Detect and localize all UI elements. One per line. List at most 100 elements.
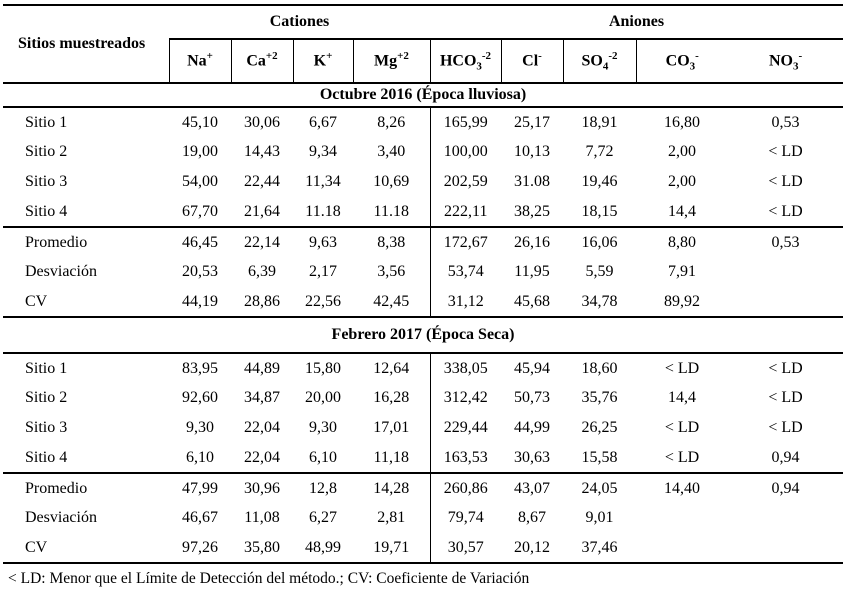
data-cell: 11,34 (305, 173, 341, 190)
table-row: Promedio 47,99 30,96 12,8 14,28 260,86 4… (3, 472, 844, 503)
table-row: Sitio 1 83,95 44,89 15,80 12,64 338,05 4… (3, 353, 843, 383)
row-label: Sitio 1 (25, 113, 68, 131)
data-cell: 54,00 (182, 173, 218, 190)
data-cell: 44,99 (514, 419, 550, 436)
data-cell: 165,99 (429, 107, 501, 137)
table-row: Promedio 46,45 22,14 9,63 8,38 172,67 26… (3, 226, 844, 257)
data-cell: 47,99 (169, 472, 231, 503)
data-cell: 50,73 (514, 389, 550, 406)
data-cell (636, 503, 728, 533)
data-cell: 26,16 (501, 226, 563, 257)
data-cell: 12,64 (373, 359, 410, 377)
data-cell: 30,63 (514, 448, 550, 466)
data-cell: 6,10 (309, 448, 337, 466)
table-row: CV 44,19 28,86 22,56 42,45 31,12 45,68 3… (3, 287, 843, 317)
data-cell: 0,94 (728, 472, 844, 503)
data-cell: 6,10 (186, 448, 214, 466)
data-cell: 9,01 (585, 509, 614, 526)
row-label: Promedio (3, 226, 169, 257)
data-cell: 30,06 (244, 113, 280, 131)
data-cell: 0,94 (771, 448, 800, 466)
row-label: Sitio 2 (25, 143, 68, 160)
data-cell: < LD (768, 202, 803, 220)
data-cell: 8,67 (518, 509, 546, 526)
table-row: Sitio 1 45,10 30,06 6,67 8,26 165,99 25,… (3, 107, 843, 137)
data-cell: 9,34 (309, 143, 337, 160)
data-cell: 31,12 (429, 287, 501, 317)
data-cell: 46,67 (182, 509, 218, 526)
table-row: Sitio 2 19,00 14,43 9,34 3,40 100,00 10,… (3, 137, 843, 167)
table-row: Desviación 46,67 11,08 6,27 2,81 79,74 8… (3, 503, 843, 533)
data-cell: 14,40 (636, 472, 728, 503)
row-label: Sitio 1 (25, 359, 68, 377)
data-cell: 6,27 (309, 509, 337, 526)
data-cell: 92,60 (182, 389, 218, 406)
data-cell: 45,68 (514, 292, 550, 310)
group-header-row: Sitios muestreados Cationes Aniones (3, 5, 844, 52)
data-cell: 6,67 (309, 113, 337, 131)
table-row: Sitio 4 6,10 22,04 6,10 11,18 163,53 30,… (3, 443, 843, 473)
data-cell: 15,80 (305, 359, 341, 377)
data-cell: 11,18 (373, 448, 409, 466)
col-header-k: K+ (293, 39, 354, 83)
data-cell: 22,56 (305, 292, 341, 310)
col-header-ca: Ca+2 (231, 39, 294, 83)
data-cell: 48,99 (305, 538, 341, 556)
data-cell: 10,13 (514, 143, 550, 160)
data-cell: 30,96 (231, 472, 293, 503)
section-title-octubre: Octubre 2016 (Época lluviosa) (3, 82, 844, 108)
row-label: Sitio 4 (25, 448, 68, 466)
row-label: Promedio (3, 472, 169, 503)
data-cell: 89,92 (664, 292, 700, 310)
data-cell: 26,25 (581, 419, 618, 436)
data-cell: 2,17 (309, 263, 337, 280)
data-cell: 79,74 (429, 503, 501, 533)
data-cell: 2,00 (668, 173, 696, 190)
section-title-febrero: Febrero 2017 (Época Seca) (3, 316, 844, 354)
data-cell: 17,01 (373, 419, 410, 436)
data-cell: 16,28 (373, 389, 410, 406)
data-cell: 222,11 (429, 197, 501, 227)
data-cell: 44,89 (244, 359, 280, 377)
data-cell: < LD (768, 359, 803, 377)
data-cell: 18,60 (581, 359, 618, 377)
col-header-na: Na+ (168, 39, 232, 83)
data-cell: 22,04 (244, 448, 280, 466)
data-cell: 22,14 (231, 226, 293, 257)
table-row: Sitio 4 67,70 21,64 11.18 11.18 222,11 3… (3, 197, 843, 227)
data-cell: 172,67 (429, 226, 501, 257)
data-cell (728, 287, 843, 317)
data-cell: 19,46 (581, 173, 618, 190)
row-label: CV (25, 292, 48, 310)
data-cell: 38,25 (514, 202, 550, 220)
data-cell: < LD (664, 448, 700, 466)
data-cell: 8,80 (636, 226, 728, 257)
table-row: Desviación 20,53 6,39 2,17 3,56 53,74 11… (3, 257, 843, 287)
data-cell: 9,63 (293, 226, 353, 257)
data-cell: 21,64 (244, 202, 280, 220)
table-row: Sitio 3 9,30 22,04 9,30 17,01 229,44 44,… (3, 413, 843, 443)
data-cell: 35,76 (581, 389, 618, 406)
row-label: Desviación (25, 263, 97, 280)
row-label: CV (25, 538, 48, 556)
data-cell: 12,8 (293, 472, 353, 503)
data-cell: 34,87 (244, 389, 280, 406)
group-header-aniones: Aniones (430, 5, 844, 40)
data-cell: 83,95 (182, 359, 218, 377)
data-cell: 19,71 (373, 538, 410, 556)
data-cell: 6,39 (248, 263, 276, 280)
data-cell: 2,81 (377, 509, 406, 526)
data-cell: 9,30 (186, 419, 214, 436)
data-cell: 3,56 (377, 263, 406, 280)
data-cell: 14,4 (668, 202, 696, 220)
ion-concentration-table: Sitios muestreados Cationes Aniones Na+ … (3, 4, 844, 564)
section-title-text: Octubre 2016 (Época lluviosa) (3, 82, 844, 108)
corner-header-sitios: Sitios muestreados (18, 35, 146, 52)
data-cell: < LD (768, 419, 803, 436)
data-cell (636, 533, 728, 563)
data-cell: 100,00 (429, 137, 501, 167)
data-cell: 28,86 (244, 292, 280, 310)
data-cell: < LD (664, 419, 700, 436)
data-cell: 8,38 (353, 226, 430, 257)
